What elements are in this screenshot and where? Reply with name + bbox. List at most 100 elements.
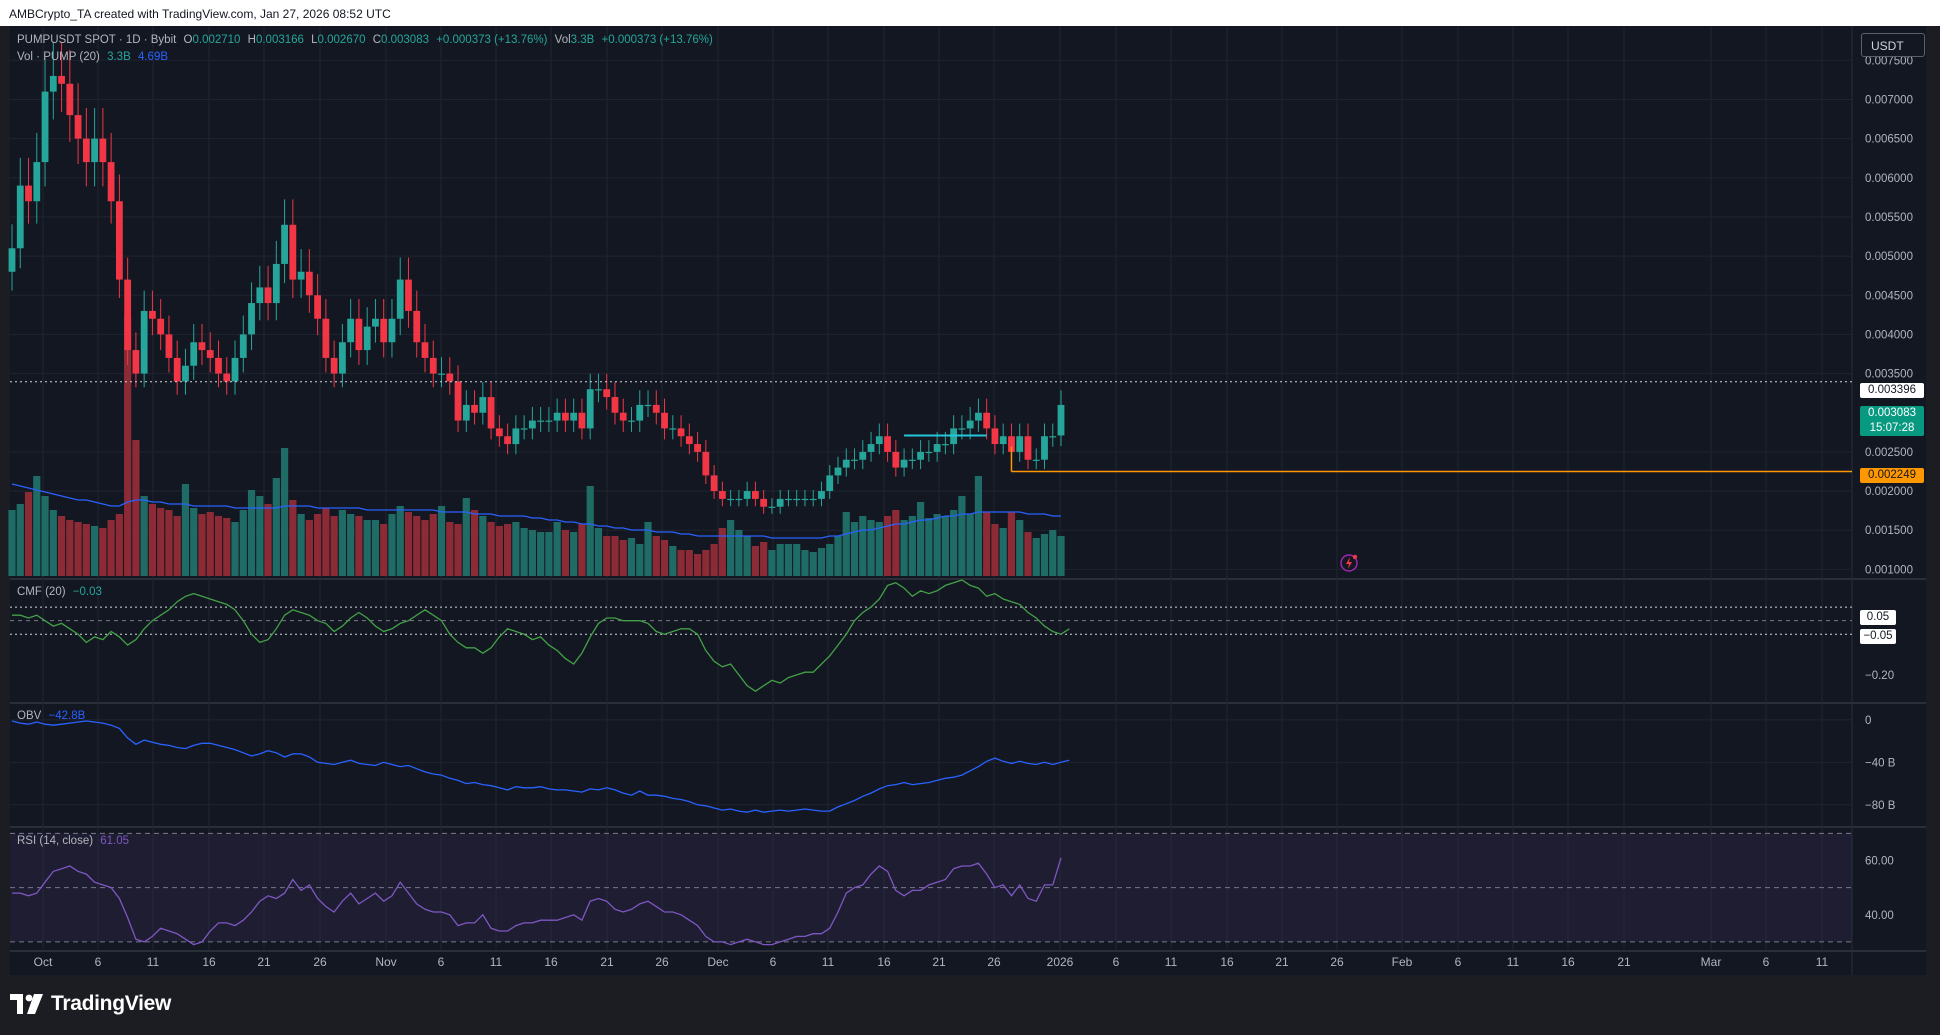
volume-bar <box>214 516 223 576</box>
x-tick-label: 26 <box>1330 955 1344 969</box>
candle-body <box>198 342 206 351</box>
candle-body <box>438 373 445 375</box>
volume-bar <box>495 526 503 576</box>
x-tick-label: 16 <box>877 955 891 969</box>
candle-body <box>223 373 231 382</box>
price-tick-label: 0.002500 <box>1865 447 1913 459</box>
x-tick-label: 11 <box>1507 955 1520 969</box>
candle-body <box>818 491 825 499</box>
volume-bar <box>347 514 355 576</box>
chart-canvas[interactable]: Oct 6 11 16 21 26 Nov 6 11 16 21 26 Dec 6 11 16 21 26 2026… <box>0 0 1940 975</box>
volume-bar <box>693 554 702 576</box>
brand[interactable]: TradingView <box>10 992 171 1016</box>
vol-change: +0.000373 (+13.76%) <box>601 34 713 46</box>
candle-body <box>735 498 743 501</box>
volume-bar <box>685 550 693 576</box>
price-tick-label: 0.005000 <box>1865 251 1913 263</box>
volume-bar <box>561 530 570 576</box>
candle-body <box>272 263 280 304</box>
candle-body <box>446 373 454 382</box>
obv-legend-label[interactable]: OBV <box>17 710 42 722</box>
candle-body <box>388 318 396 343</box>
candle-body <box>983 412 991 429</box>
candle-body <box>66 83 74 116</box>
low-label: L <box>311 34 318 46</box>
volume-bar <box>553 522 561 576</box>
volume-bar <box>801 550 809 576</box>
volume-bar <box>231 522 239 576</box>
candle-body <box>330 357 338 374</box>
price-tick-label: 0.006000 <box>1865 173 1913 185</box>
brand-name: TradingView <box>51 992 172 1015</box>
x-tick-label: 6 <box>95 955 102 969</box>
candle-body <box>82 138 90 163</box>
volume-bar <box>380 524 388 576</box>
x-tick-label: 21 <box>257 955 271 969</box>
high-label: H <box>247 34 256 46</box>
candle-body <box>49 75 57 92</box>
volume-bar <box>115 514 123 576</box>
close-value: 0.003083 <box>381 34 429 46</box>
candle-body <box>479 397 487 413</box>
volume-legend-label[interactable]: Vol · PUMP (20) <box>17 51 100 63</box>
candle-body <box>958 428 966 430</box>
x-tick-label: Dec <box>707 955 728 969</box>
rsi-legend-label[interactable]: RSI (14, close) <box>17 835 94 847</box>
obv-tick-label: −80 B <box>1865 800 1896 812</box>
volume-bar <box>421 520 429 576</box>
candle-body <box>322 318 330 358</box>
rsi-legend-value: 61.05 <box>100 835 130 847</box>
volume-bar <box>140 496 148 576</box>
candle-body <box>652 404 660 413</box>
volume-bar <box>1057 536 1065 576</box>
volume-bar <box>677 550 685 576</box>
volume-bar <box>850 522 859 576</box>
volume-bar <box>371 520 380 576</box>
candle-body <box>834 467 842 476</box>
candle-body <box>842 459 850 468</box>
vol-label: Vol <box>554 34 571 46</box>
candle-body <box>1057 404 1065 436</box>
volume-bar <box>355 516 363 576</box>
volume-bar <box>760 542 768 576</box>
candle-body <box>182 365 189 382</box>
x-tick-label: 11 <box>147 955 160 969</box>
obv-tick-label: −40 B <box>1865 757 1896 769</box>
volume-bar <box>16 504 24 576</box>
candle-body <box>743 491 751 499</box>
alert-icon-dot <box>1352 554 1358 560</box>
symbol-title[interactable]: PUMPUSDT SPOT · 1D · Bybit <box>17 34 177 46</box>
candle-body <box>892 451 900 468</box>
candle-body <box>264 287 272 304</box>
price-tick-label: 0.001000 <box>1865 564 1913 576</box>
rsi-tick-label: 40.00 <box>1865 910 1894 922</box>
candle-body <box>190 342 198 366</box>
x-tick-label: 21 <box>932 955 946 969</box>
currency-button[interactable]: USDT <box>1861 33 1925 57</box>
high-value: 0.003166 <box>255 34 304 46</box>
x-tick-label: 21 <box>1617 955 1631 969</box>
candle-body <box>619 412 627 421</box>
candle-body <box>908 459 916 461</box>
volume-bar <box>883 516 892 576</box>
volume-bar <box>297 514 305 576</box>
candle-body <box>669 428 677 430</box>
candle-body <box>917 451 924 460</box>
candle-body <box>107 162 115 202</box>
volume-bar <box>66 520 74 576</box>
candle-body <box>710 475 718 492</box>
volume-bar <box>388 514 396 576</box>
x-tick-label: 11 <box>822 955 835 969</box>
x-tick-label: Feb <box>1392 955 1413 969</box>
cmf-tick-label: −0.20 <box>1865 670 1894 682</box>
volume-bar <box>57 516 66 576</box>
volume-bar <box>264 504 272 576</box>
candle-body <box>248 303 255 335</box>
rsi-band-fill <box>10 833 1852 942</box>
volume-bar <box>24 492 33 576</box>
volume-bar <box>413 516 421 576</box>
candle-body <box>206 350 214 358</box>
volume-bar <box>974 476 983 576</box>
cmf-legend-label[interactable]: CMF (20) <box>17 586 66 598</box>
candle-body <box>74 115 82 139</box>
